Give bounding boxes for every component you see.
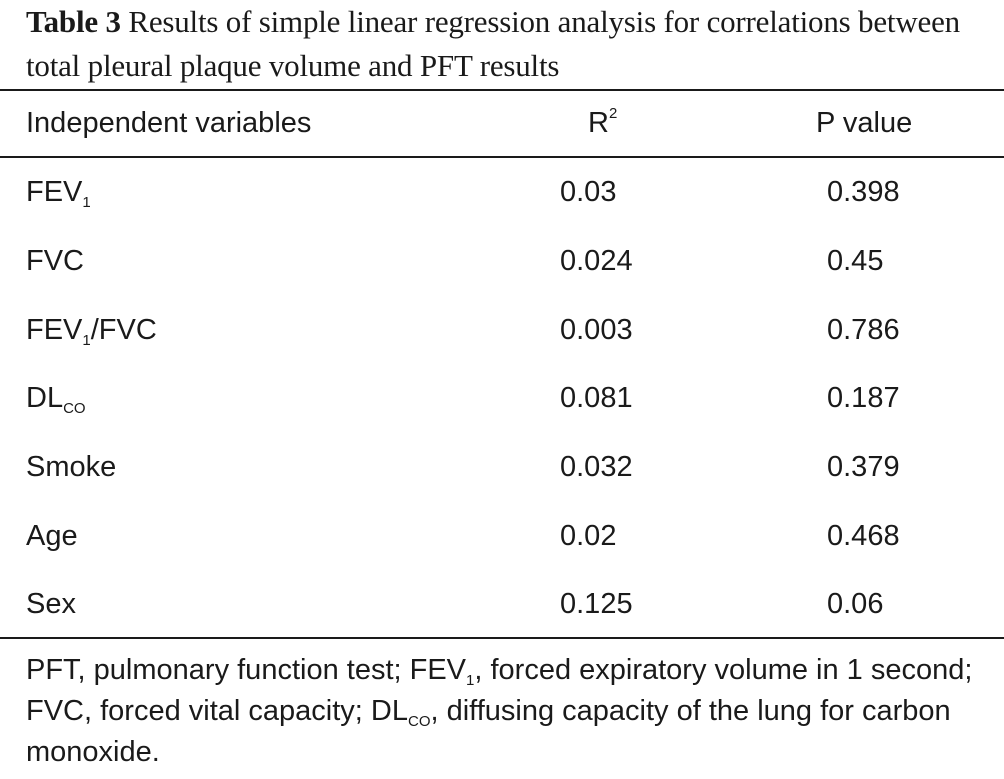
row-variable: FEV1 [26,175,91,211]
row-variable-base: Sex [26,588,76,620]
row-variable: Sex [26,587,76,621]
header-r-squared: R2 [588,106,617,140]
row-variable-base: FVC [26,245,84,277]
row-variable: DLCO [26,381,86,417]
row-p-value: 0.379 [827,451,900,483]
row-r-squared: 0.032 [560,451,633,483]
header-p-value: P value [816,107,913,139]
table-row: DLCO 0.081 0.187 [0,381,1004,417]
table-row: Age 0.02 0.468 [0,519,1004,553]
bottom-rule [0,637,1004,639]
row-variable-base: Smoke [26,451,117,483]
row-r-squared: 0.125 [560,588,633,620]
table-title: Results of simple linear regression anal… [26,4,960,83]
row-r-squared: 0.003 [560,314,633,346]
footnote-subscript-2: CO [407,713,431,730]
table-row: Smoke 0.032 0.379 [0,450,1004,484]
table-row: Sex 0.125 0.06 [0,587,1004,621]
header-independent-variables: Independent variables [26,107,312,139]
row-variable-base: FEV [26,314,83,346]
row-variable-base: FEV [26,176,83,208]
row-variable-subscript: 1 [82,332,91,349]
footnote-part-1: PFT, pulmonary function test; FEV [26,654,467,686]
row-p-value: 0.06 [827,588,884,620]
table-row: FVC 0.024 0.45 [0,244,1004,278]
row-p-value: 0.786 [827,314,900,346]
row-p-value: 0.187 [827,382,900,414]
header-r-superscript: 2 [608,105,618,122]
row-variable-tail: /FVC [90,314,157,346]
row-variable-subscript: 1 [82,194,91,211]
table-label: Table 3 [26,4,121,39]
header-r-base: R [588,107,609,139]
row-variable-subscript: CO [63,400,86,417]
table-footnote: PFT, pulmonary function test; FEV1, forc… [26,650,991,773]
footnote-part-2: , forced expiratory volume in 1 second; … [26,654,973,727]
footnote-part-3: , diffusing capacity of the lung for car… [26,695,951,768]
row-variable: Age [26,519,78,553]
row-p-value: 0.468 [827,520,900,552]
header-rule [0,156,1004,158]
row-variable: FVC [26,244,84,278]
table-caption: Table 3 Results of simple linear regress… [26,0,996,88]
top-rule [0,89,1004,91]
table-row: FEV1 0.03 0.398 [0,175,1004,211]
row-r-squared: 0.02 [560,520,617,552]
row-variable-base: Age [26,520,78,552]
row-p-value: 0.398 [827,176,900,208]
table-row: FEV1/FVC 0.003 0.786 [0,313,1004,349]
row-r-squared: 0.081 [560,382,633,414]
row-variable-base: DL [26,382,64,414]
row-variable: Smoke [26,450,116,484]
row-p-value: 0.45 [827,245,884,277]
row-r-squared: 0.024 [560,245,633,277]
row-r-squared: 0.03 [560,176,617,208]
row-variable: FEV1/FVC [26,313,157,349]
footnote-subscript-1: 1 [466,672,475,689]
